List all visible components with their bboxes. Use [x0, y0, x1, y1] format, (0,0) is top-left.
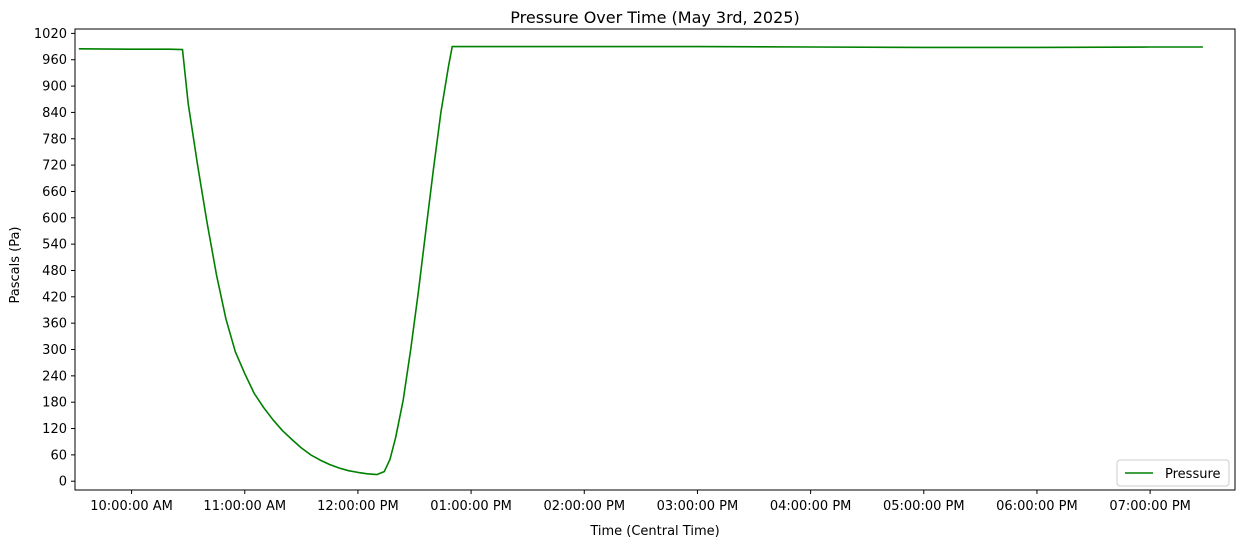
x-tick-label: 07:00:00 PM [1109, 499, 1191, 514]
y-tick-label: 480 [42, 264, 67, 279]
y-tick-label: 300 [42, 343, 67, 358]
y-tick-label: 660 [42, 185, 67, 200]
x-tick-label: 02:00:00 PM [543, 499, 625, 514]
x-axis: 10:00:00 AM 11:00:00 AM 12:00:00 PM 01:00:0… [90, 490, 1191, 514]
y-tick-label: 540 [42, 238, 67, 253]
x-tick-label: 11:00:00 AM [203, 499, 286, 514]
legend-label: Pressure [1165, 467, 1221, 482]
y-tick-label: 1020 [34, 27, 67, 42]
chart-title: Pressure Over Time (May 3rd, 2025) [510, 8, 799, 27]
legend: Pressure [1116, 459, 1230, 487]
series-line-0 [78, 45, 1203, 476]
x-tick-label: 06:00:00 PM [996, 499, 1078, 514]
x-tick-label: 12:00:00 PM [317, 499, 399, 514]
y-tick-label: 900 [42, 80, 67, 95]
y-tick-label: 960 [42, 53, 67, 68]
y-tick-label: 240 [42, 369, 67, 384]
x-tick-label: 03:00:00 PM [657, 499, 739, 514]
x-tick-label: 05:00:00 PM [883, 499, 965, 514]
legend-box [1116, 459, 1230, 487]
y-tick-label: 720 [42, 159, 67, 174]
y-tick-label: 60 [50, 448, 67, 463]
y-tick-label: 780 [42, 132, 67, 147]
x-axis-label: Time (Central Time) [589, 524, 719, 539]
y-tick-label: 120 [42, 422, 67, 437]
x-tick-label: 01:00:00 PM [430, 499, 512, 514]
y-axis-label: Pascals (Pa) [8, 227, 23, 304]
y-tick-label: 360 [42, 317, 67, 332]
x-tick-label: 04:00:00 PM [770, 499, 852, 514]
y-tick-label: 840 [42, 106, 67, 121]
x-tick-label: 10:00:00 AM [90, 499, 173, 514]
plot-area [74, 28, 1236, 491]
y-tick-label: 420 [42, 290, 67, 305]
y-tick-label: 180 [42, 396, 67, 411]
plot-frame [74, 28, 1236, 491]
y-axis: 0 60 120 180 240 300 360 420 480 540 600 660 720 780 8… [34, 27, 75, 490]
y-tick-label: 600 [42, 211, 67, 226]
y-tick-label: 0 [59, 475, 67, 490]
